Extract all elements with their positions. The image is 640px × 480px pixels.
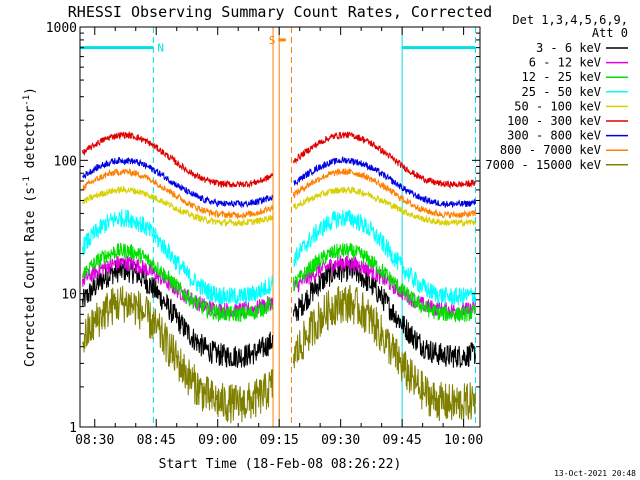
y-tick-label: 10 — [61, 288, 77, 303]
series-line — [82, 185, 476, 228]
chart-title: RHESSI Observing Summary Count Rates, Co… — [68, 3, 492, 21]
footer-timestamp: 13-Oct-2021 20:48 — [554, 469, 636, 478]
x-tick-label: 08:30 — [75, 433, 114, 448]
series-line — [82, 131, 476, 190]
legend-label: 12 - 25 keV — [522, 70, 601, 84]
y-axis-label-mid: detector — [23, 106, 38, 177]
series-lines — [82, 131, 476, 424]
y-axis-label-sup2: -1 — [22, 95, 32, 106]
flag-label: S — [269, 34, 276, 47]
x-tick-label: 09:30 — [321, 433, 360, 448]
series-line — [82, 284, 476, 424]
y-axis-label: Corrected Count Rate (s-1 detector-1) — [22, 87, 38, 367]
y-tick-label: 1 — [69, 421, 77, 436]
x-tick-label: 09:45 — [383, 433, 422, 448]
plot-frame — [79, 26, 481, 428]
legend-label: 50 - 100 keV — [514, 99, 601, 113]
series-line — [82, 242, 476, 323]
legend-header-attenuator: Att 0 — [592, 26, 628, 40]
flag-markers: NS — [80, 34, 476, 55]
y-axis: 1 10 100 1000 — [46, 21, 480, 436]
flag-label: N — [157, 42, 164, 55]
legend-label: 300 - 800 keV — [507, 129, 601, 143]
x-tick-label: 08:45 — [137, 433, 176, 448]
legend-label: 6 - 12 keV — [529, 56, 601, 70]
x-tick-label: 09:00 — [198, 433, 237, 448]
y-axis-label-end: ) — [23, 87, 38, 95]
vertical-markers — [79, 27, 476, 427]
x-axis-label: Start Time (18-Feb-08 08:26:22) — [159, 457, 402, 472]
legend-label: 3 - 6 keV — [536, 41, 601, 55]
y-tick-label: 1000 — [46, 21, 77, 36]
y-axis-label-sup1: -1 — [22, 176, 32, 187]
legend-label: 25 - 50 keV — [522, 85, 601, 99]
y-axis-label-main: Corrected Count Rate (s — [23, 187, 38, 367]
series-line — [82, 208, 476, 307]
y-tick-label: 100 — [54, 154, 77, 169]
series-line — [82, 167, 476, 220]
x-tick-label: 10:00 — [444, 433, 483, 448]
series-line — [82, 155, 476, 209]
x-tick-label: 09:15 — [260, 433, 299, 448]
legend-label: 800 - 7000 keV — [500, 143, 601, 157]
legend-header-detectors: Det 1,3,4,5,6,9, — [512, 13, 628, 27]
legend-label: 100 - 300 keV — [507, 114, 601, 128]
x-axis: 08:30 08:45 09:00 09:15 09:30 09:45 10:00 — [75, 27, 483, 448]
legend-label: 7000 - 15000 keV — [485, 158, 601, 172]
series-line — [82, 257, 476, 369]
